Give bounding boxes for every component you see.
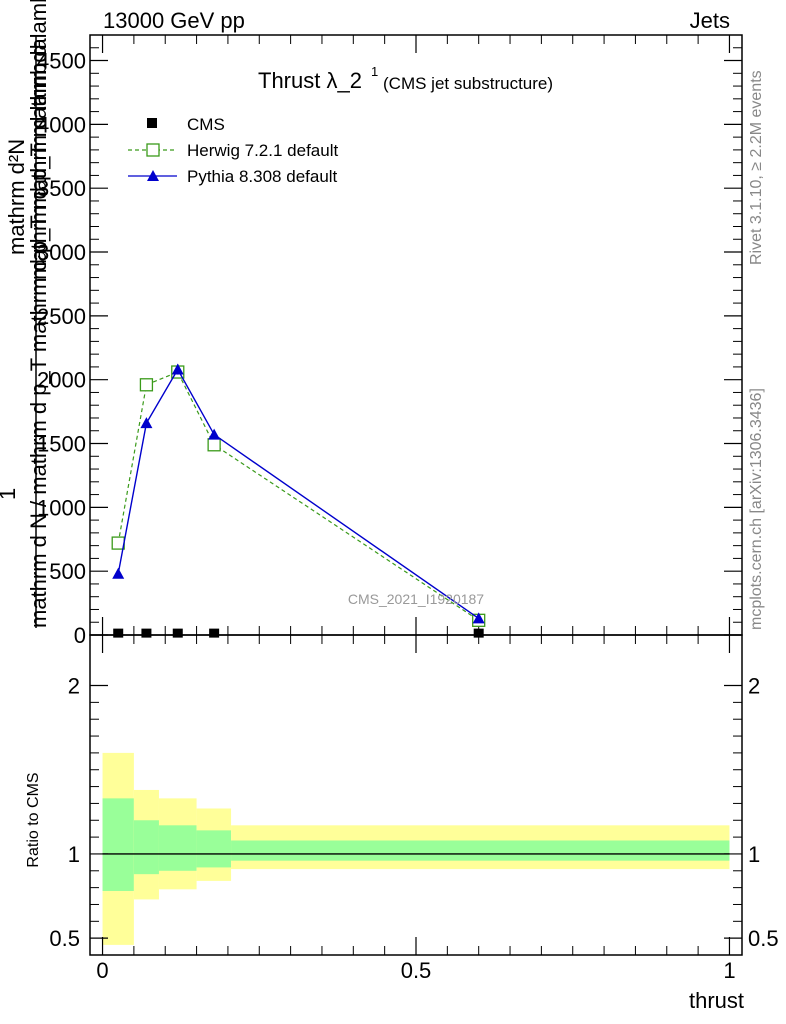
ratio-y-axis-label: Ratio to CMS [25,772,42,867]
chart-title-sub: (CMS jet substructure) [383,74,553,93]
ratio-axis-ticks: 0 0.5 1 0.5 0.5 1 1 2 2 [49,635,779,983]
cms-point [141,628,152,638]
chart-title: Thrust λ_2 1 (CMS jet substructure) [258,64,553,93]
pythia-point [472,612,485,624]
cms-point [473,628,484,638]
ratio-bands [102,752,730,945]
ratio-band-inner [133,820,159,875]
y-tick-label: 2000 [37,368,86,393]
chart-title-main: Thrust λ_2 [258,68,362,93]
x-axis-label: thrust [689,988,744,1013]
main-series [111,363,486,638]
ratio-y-tick-label: 1 [68,842,80,867]
ratio-band-inner [158,825,197,871]
ratio-plot: 0 0.5 1 0.5 0.5 1 1 2 2 [49,634,779,983]
herwig-point [207,438,221,452]
chart-title-sup: 1 [371,64,378,79]
ratio-band-inner [231,840,730,861]
herwig-line [117,371,480,621]
y-tick-label: 2500 [37,304,86,329]
y-tick-label: 0 [74,623,86,648]
legend: CMS Herwig 7.2.1 default Pythia 8.308 de… [128,115,338,186]
mcplots-label: mcplots.cern.ch [arXiv:1306.3436] [748,388,765,630]
y-tick-label: 1000 [37,495,86,520]
y-axis-label-top: mathrm d p_T mathrm d lambda [26,0,51,280]
rivet-version-label: Rivet 3.1.10, ≥ 2.2M events [748,70,765,265]
ratio-frame [89,634,743,956]
pythia-point [208,428,221,440]
legend-pythia-label: Pythia 8.308 default [187,167,338,186]
header-right: Jets [690,8,730,33]
legend-herwig-label: Herwig 7.2.1 default [187,141,338,160]
legend-cms-label: CMS [187,115,225,134]
cms-point [113,628,124,638]
x-tick-label: 0 [96,958,108,983]
pythia-point [140,417,153,429]
ratio-y-tick-label-right: 2 [748,674,760,699]
herwig-point [111,536,125,550]
y-axis-label: mathrm d²N mathrm d p_T mathrm d lambda … [0,0,51,628]
y-tick-label: 4500 [37,49,86,74]
cms-point [209,628,220,638]
herwig-point [139,378,154,392]
x-tick-label: 1 [723,958,735,983]
legend-cms-marker [147,118,157,128]
ratio-band-inner [102,798,134,891]
main-axis-ticks: 0 500 1000 1500 2000 2500 3000 3500 4000 4500 [37,34,742,648]
ratio-y-tick-label: 2 [68,674,80,699]
pythia-point [171,363,184,375]
ratio-y-tick-label-right: 1 [748,842,760,867]
y-axis-label-denom: mathrm d N / mathrm d p_T mathrm d p_T m… [26,38,51,628]
x-tick-label: 0.5 [401,958,432,983]
y-tick-label: 1500 [37,432,86,457]
legend-herwig-marker [146,143,160,157]
ratio-band-inner [196,830,232,868]
header-left: 13000 GeV pp [103,8,245,33]
y-axis-label-numer: 1 [0,488,20,500]
y-tick-label: 3500 [37,176,86,201]
ratio-y-tick-label-right: 0.5 [748,926,779,951]
ratio-y-tick-label: 0.5 [49,926,80,951]
legend-pythia-marker [147,170,159,181]
y-tick-label: 4000 [37,112,86,137]
y-tick-label: 500 [49,559,86,584]
analysis-watermark: CMS_2021_I1920187 [348,591,484,607]
y-tick-label: 3000 [37,240,86,265]
pythia-line [117,368,480,619]
cms-point [172,628,183,638]
main-plot: 0 500 1000 1500 2000 2500 3000 3500 4000 4500 [37,34,743,648]
pythia-point [112,567,125,579]
y-axis-label-numer-full: mathrm d²N [4,139,29,255]
